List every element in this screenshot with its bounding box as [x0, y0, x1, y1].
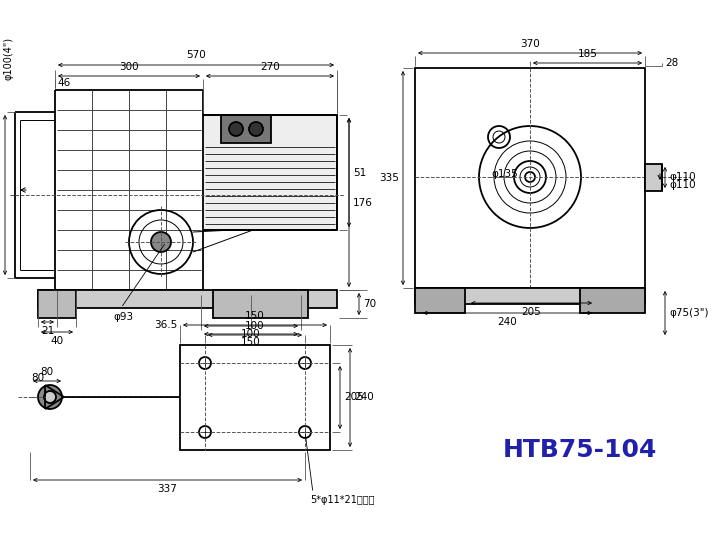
Text: 337: 337 — [158, 484, 177, 494]
Text: 205: 205 — [344, 392, 364, 403]
Bar — [415, 288, 645, 304]
Text: 46: 46 — [57, 78, 71, 88]
Text: 270: 270 — [260, 62, 280, 72]
Text: 205: 205 — [521, 307, 541, 317]
Text: 570: 570 — [186, 50, 206, 60]
Text: 28: 28 — [665, 58, 678, 68]
Circle shape — [38, 385, 62, 409]
Text: 150: 150 — [245, 311, 265, 321]
Text: 335: 335 — [379, 173, 399, 183]
Text: φ135: φ135 — [491, 169, 518, 179]
Text: 185: 185 — [577, 49, 598, 59]
Circle shape — [249, 122, 263, 136]
Text: 370: 370 — [520, 39, 540, 49]
Text: 80: 80 — [40, 367, 53, 377]
Circle shape — [151, 232, 171, 252]
Bar — [415, 288, 465, 313]
Text: 36.5: 36.5 — [154, 320, 177, 330]
Text: HTB75-104: HTB75-104 — [503, 438, 657, 462]
Text: φ110: φ110 — [669, 180, 696, 190]
Text: 100: 100 — [241, 329, 261, 339]
Bar — [203, 115, 337, 230]
Text: 5*φ11*21椭圆孔: 5*φ11*21椭圆孔 — [310, 495, 374, 505]
Bar — [213, 290, 308, 318]
Circle shape — [44, 391, 56, 403]
Text: φ100(4"): φ100(4") — [3, 37, 13, 80]
Bar — [38, 290, 337, 308]
Text: 240: 240 — [354, 392, 374, 403]
Text: φ160: φ160 — [0, 190, 1, 200]
Text: φ110: φ110 — [669, 172, 696, 183]
Bar — [415, 68, 645, 288]
Bar — [180, 345, 330, 450]
Text: 176: 176 — [353, 197, 373, 208]
Text: 80: 80 — [32, 373, 45, 383]
Text: 100: 100 — [246, 321, 265, 331]
Text: φ93: φ93 — [113, 312, 133, 322]
Text: 300: 300 — [120, 62, 139, 72]
Text: 40: 40 — [50, 336, 63, 346]
Text: 51: 51 — [353, 168, 366, 177]
Text: 240: 240 — [498, 317, 518, 327]
Bar — [221, 115, 271, 143]
Text: φ75(3"): φ75(3") — [669, 308, 708, 318]
Text: 150: 150 — [241, 337, 261, 347]
Text: 70: 70 — [363, 299, 376, 309]
Bar — [38, 290, 76, 318]
Text: 21: 21 — [41, 326, 54, 336]
Bar — [645, 164, 662, 191]
Circle shape — [229, 122, 243, 136]
Bar — [580, 288, 645, 313]
